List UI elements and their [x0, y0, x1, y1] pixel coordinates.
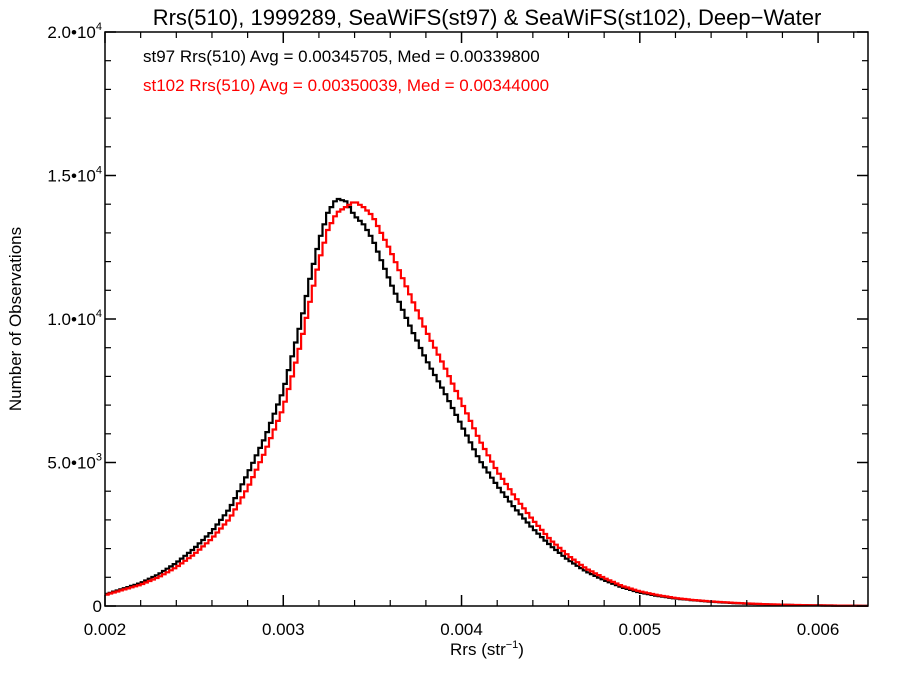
x-tick-label: 0.004 — [440, 620, 483, 639]
data-series-layer — [105, 197, 868, 607]
axis-ticks-layer: 0.002 0.003 0.004 0.005 0.00605.0•1031.0•104… — [47, 21, 868, 639]
y-tick-exponent: 4 — [96, 165, 102, 177]
y-tick-label: 1.5•104 — [47, 165, 102, 186]
y-tick-mantissa: 1.0•10 — [47, 310, 96, 329]
y-tick-label: 0 — [93, 597, 102, 616]
y-axis-label: Number of Observations — [6, 227, 25, 411]
y-tick-mantissa: 0 — [93, 597, 102, 616]
y-tick-mantissa: 5.0•10 — [47, 454, 96, 473]
y-tick-mantissa: 2.0•10 — [47, 23, 96, 42]
y-tick-label: 1.0•104 — [47, 308, 102, 329]
x-axis-label: Rrs (str−1) — [450, 639, 524, 659]
x-axis-label-main: Rrs (str — [450, 640, 506, 659]
y-tick-exponent: 3 — [96, 452, 102, 464]
x-tick-label: 0.003 — [262, 620, 305, 639]
x-axis-label-close: ) — [518, 640, 524, 659]
x-tick-label: 0.006 — [797, 620, 840, 639]
annotation-st97: st97 Rrs(510) Avg = 0.00345705, Med = 0.… — [143, 47, 540, 66]
x-tick-label: 0.002 — [84, 620, 127, 639]
y-tick-exponent: 4 — [96, 308, 102, 320]
histogram-series-st102 — [105, 201, 868, 607]
x-tick-label: 0.005 — [619, 620, 662, 639]
plot-frame — [104, 31, 869, 607]
y-tick-label: 2.0•104 — [47, 21, 102, 42]
chart-title: Rrs(510), 1999289, SeaWiFS(st97) & SeaWi… — [153, 5, 822, 30]
y-tick-exponent: 4 — [96, 21, 102, 33]
y-tick-label: 5.0•103 — [47, 452, 102, 473]
y-tick-mantissa: 1.5•10 — [47, 167, 96, 186]
annotation-st102: st102 Rrs(510) Avg = 0.00350039, Med = 0… — [143, 76, 549, 95]
x-axis-label-exponent: −1 — [506, 639, 519, 651]
